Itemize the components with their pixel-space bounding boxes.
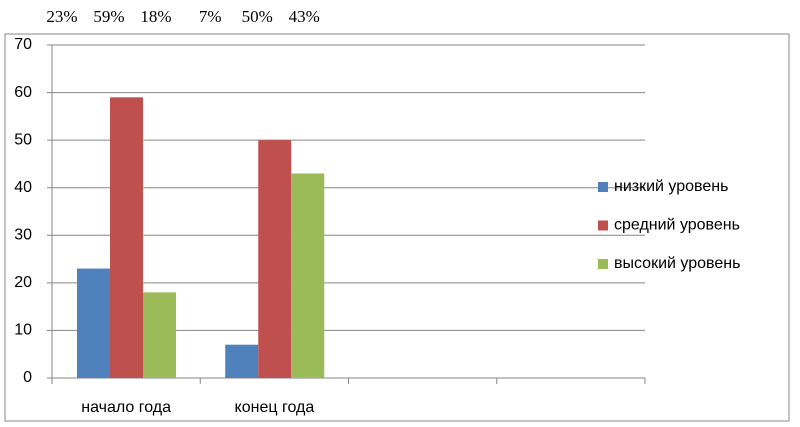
- y-tick-label: 10: [14, 322, 32, 339]
- bar: [77, 268, 110, 378]
- bar: [225, 344, 259, 378]
- bar: [258, 140, 292, 378]
- y-tick-label: 20: [14, 274, 32, 291]
- value-label: 7%: [199, 7, 222, 26]
- y-tick-label: 30: [14, 227, 32, 244]
- y-tick-label: 0: [23, 369, 32, 386]
- y-tick-label: 70: [14, 36, 32, 53]
- y-tick-label: 60: [14, 84, 32, 101]
- x-tick-label: начало года: [81, 399, 171, 416]
- legend-swatch: [598, 220, 608, 231]
- value-label: 18%: [140, 7, 171, 26]
- legend-swatch: [598, 182, 608, 192]
- legend-label: средний уровень: [614, 217, 740, 234]
- value-label: 43%: [289, 7, 320, 26]
- bar: [143, 292, 176, 378]
- x-tick-label: конец года: [235, 399, 315, 416]
- legend-label: высокий уровень: [614, 255, 740, 272]
- y-tick-label: 40: [14, 179, 32, 196]
- value-label: 50%: [242, 7, 273, 26]
- legend-label: низкий уровень: [614, 178, 728, 195]
- value-label: 23%: [46, 7, 77, 26]
- value-label: 59%: [93, 7, 124, 26]
- legend-swatch: [598, 259, 608, 269]
- y-tick-label: 50: [14, 131, 32, 148]
- bar: [110, 97, 143, 378]
- bar: [291, 173, 325, 378]
